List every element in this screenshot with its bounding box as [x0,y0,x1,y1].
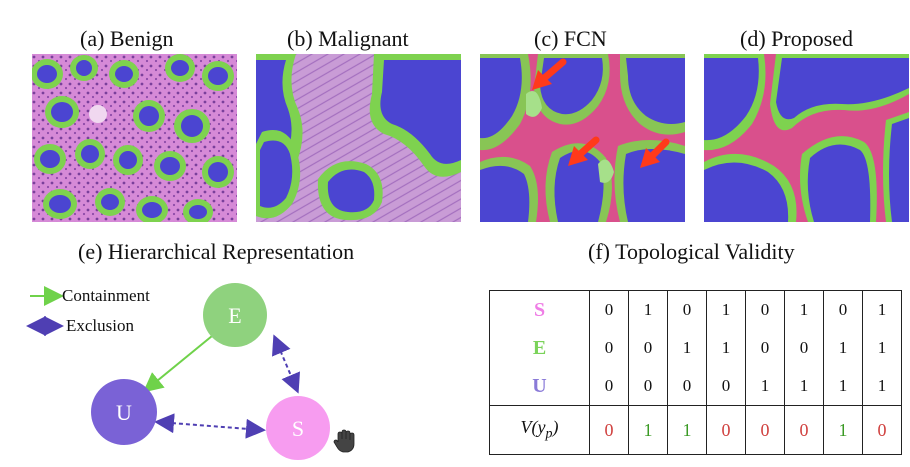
table-cell: 0 [823,290,863,329]
svg-text:E: E [228,303,241,328]
table-cell: 0 [589,329,629,367]
red-arrow-icon [532,58,567,90]
panel-title-proposed: (d) Proposed [740,26,854,51]
v-sub: p [545,426,553,442]
table-cell: 0 [745,290,785,329]
table-cell: 0 [784,329,824,367]
containment-legend-label: Containment [62,286,150,305]
row-label-u: U [489,367,590,406]
panel-title-malignant: (b) Malignant [287,26,409,51]
table-cell: 1 [784,290,824,329]
table-cell: 0 [589,290,629,329]
proposed-result-image [704,54,909,222]
hierarchy-diagram: E U S Containment Exclusion [0,270,470,467]
validity-cell: 1 [667,405,707,455]
exclusion-edge-u-s [154,413,266,439]
validity-cell: 0 [784,405,824,455]
validity-cell: 1 [628,405,668,455]
v-label: V(y [520,417,546,438]
table-cell: 1 [628,290,668,329]
table-cell: 0 [589,367,629,406]
row-label-s: S [489,290,590,329]
table-cell: 1 [862,329,902,367]
exclusion-edge-e-s [272,334,300,394]
table-cell: 1 [823,367,863,406]
validity-cell: 1 [823,405,863,455]
node-u: U [91,379,157,445]
table-cell: 1 [667,329,707,367]
validity-row: V(yp) 0 1 1 0 0 0 1 0 [489,405,902,455]
red-arrow-icon [568,136,600,166]
row-label-e: E [489,329,590,367]
table-cell: 1 [706,290,746,329]
containment-edge-e-u [142,335,213,393]
table-cell: 0 [628,329,668,367]
table-cell: 0 [745,329,785,367]
node-s: S [266,396,330,460]
validity-cell: 0 [589,405,629,455]
fcn-result-image [480,54,685,222]
red-arrow-icon [640,138,670,168]
table-cell: 1 [745,367,785,406]
table-cell: 0 [667,290,707,329]
table-cell: 1 [862,367,902,406]
validity-cell: 0 [706,405,746,455]
validity-table: S 0 1 0 1 0 1 0 1 E 0 0 1 1 0 0 1 1 U 0 0 0 0 1 1 1 1 V(yp) 0 1 1 0 0 0 1 0 [489,290,902,455]
validity-title: (f) Topological Validity [588,239,795,264]
v-close: ) [552,417,559,438]
table-cell: 0 [667,367,707,406]
node-e: E [203,283,267,347]
table-cell: 0 [706,367,746,406]
table-cell: 1 [784,367,824,406]
exclusion-legend-label: Exclusion [66,316,134,335]
table-cell: 1 [706,329,746,367]
benign-tissue-image [32,54,237,222]
validity-row-label: V(yp) [489,405,590,455]
validity-cell: 0 [745,405,785,455]
svg-text:U: U [116,400,132,425]
panel-title-benign: (a) Benign [80,26,174,51]
table-cell: 1 [862,290,902,329]
validity-cell: 0 [862,405,902,455]
svg-text:S: S [292,416,304,441]
panel-title-fcn: (c) FCN [534,26,607,51]
hand-cursor-icon [333,429,355,453]
table-cell: 0 [628,367,668,406]
table-cell: 1 [823,329,863,367]
malignant-tissue-image [256,54,461,222]
hierarchy-title: (e) Hierarchical Representation [78,239,355,264]
